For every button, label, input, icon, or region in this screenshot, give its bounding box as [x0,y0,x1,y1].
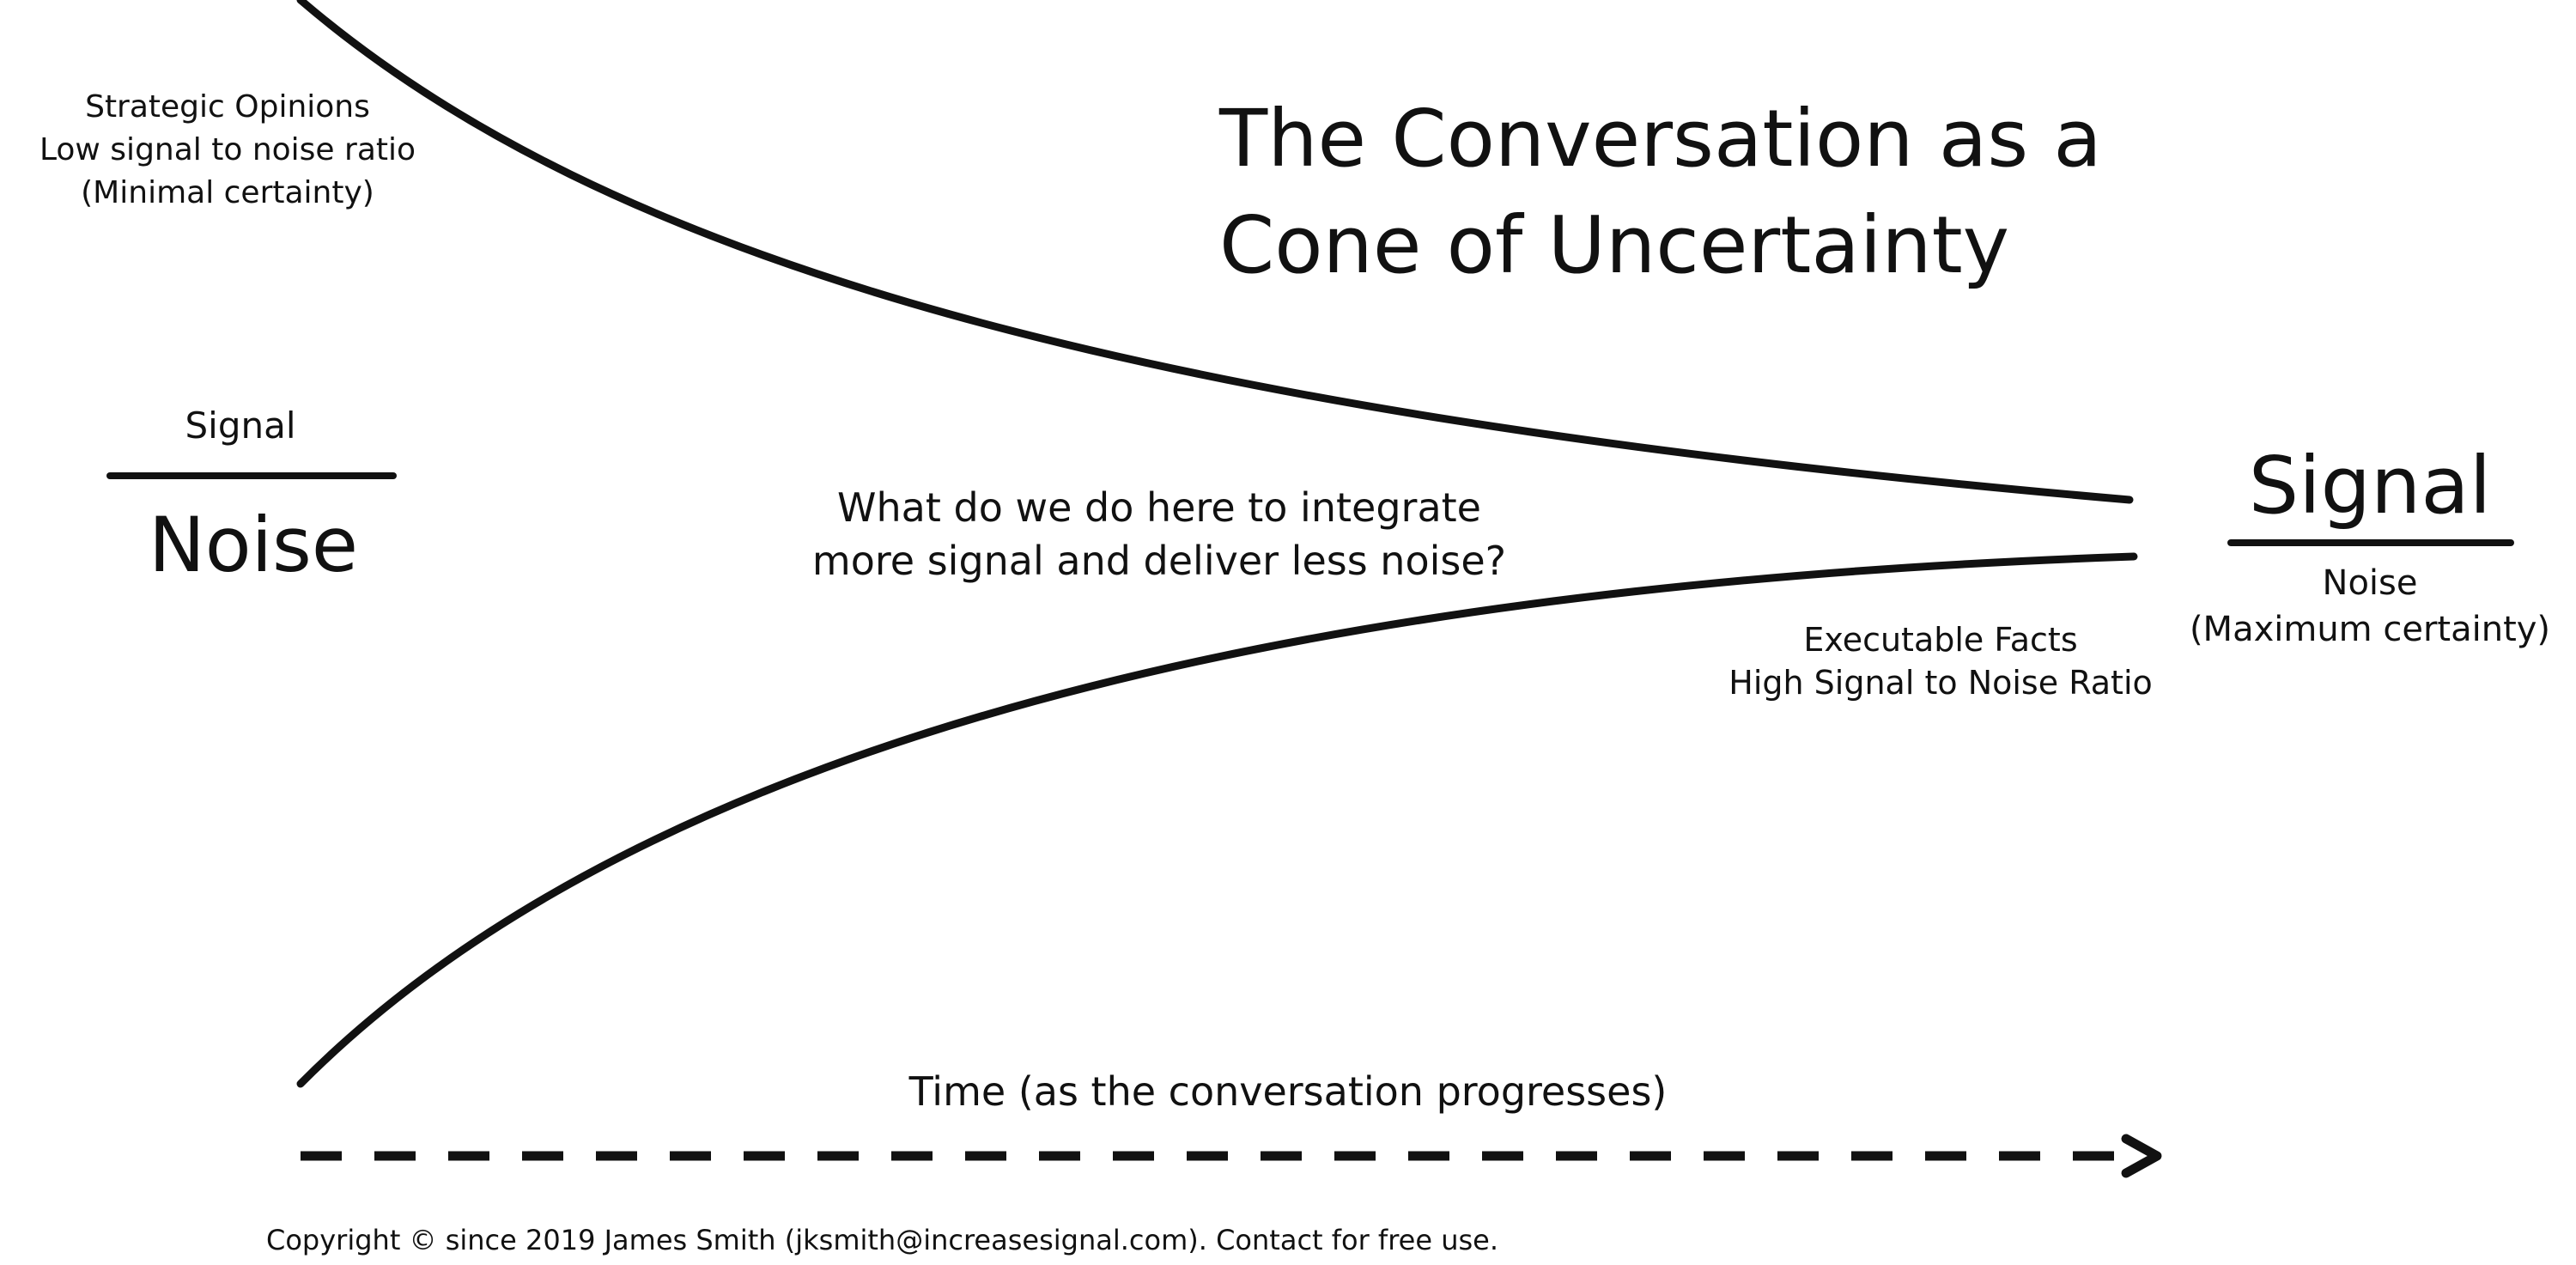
right-annotation-line-1: Executable Facts [1803,621,2078,659]
cone-upper-curve [296,0,2134,504]
central-question: What do we do here to integrate more sig… [773,481,1546,587]
title-line-2: Cone of Uncertainty [1219,199,2010,291]
time-arrow-head [2121,1134,2162,1178]
right-ratio-denominator: Noise (Maximum certainty) [2181,560,2559,653]
right-ratio-certainty-note: (Maximum certainty) [2189,610,2551,649]
time-axis-label: Time (as the conversation progresses) [908,1068,1668,1115]
question-line-1: What do we do here to integrate [837,484,1481,531]
left-annotation-line-1: Strategic Opinions [85,89,370,125]
left-annotation-line-2: Low signal to noise ratio [39,132,416,167]
cone-lower-curve [296,552,2138,1088]
title-line-1: The Conversation as a [1219,93,2102,185]
left-ratio-numerator: Signal [185,404,296,447]
diagram-title: The Conversation as a Cone of Uncertaint… [1219,86,2102,299]
left-ratio-denominator: Noise [148,501,359,589]
executable-facts-annotation: Executable Facts High Signal to Noise Ra… [1692,618,2190,704]
question-line-2: more signal and deliver less noise? [811,538,1507,584]
left-annotation-line-3: (Minimal certainty) [81,175,374,210]
strategic-opinions-annotation: Strategic Opinions Low signal to noise r… [0,86,455,215]
right-ratio-noise-label: Noise [2322,563,2418,603]
right-annotation-line-2: High Signal to Noise Ratio [1728,664,2153,702]
right-ratio-numerator: Signal [2248,440,2492,532]
copyright-notice: Copyright © since 2019 James Smith (jksm… [266,1224,1498,1256]
